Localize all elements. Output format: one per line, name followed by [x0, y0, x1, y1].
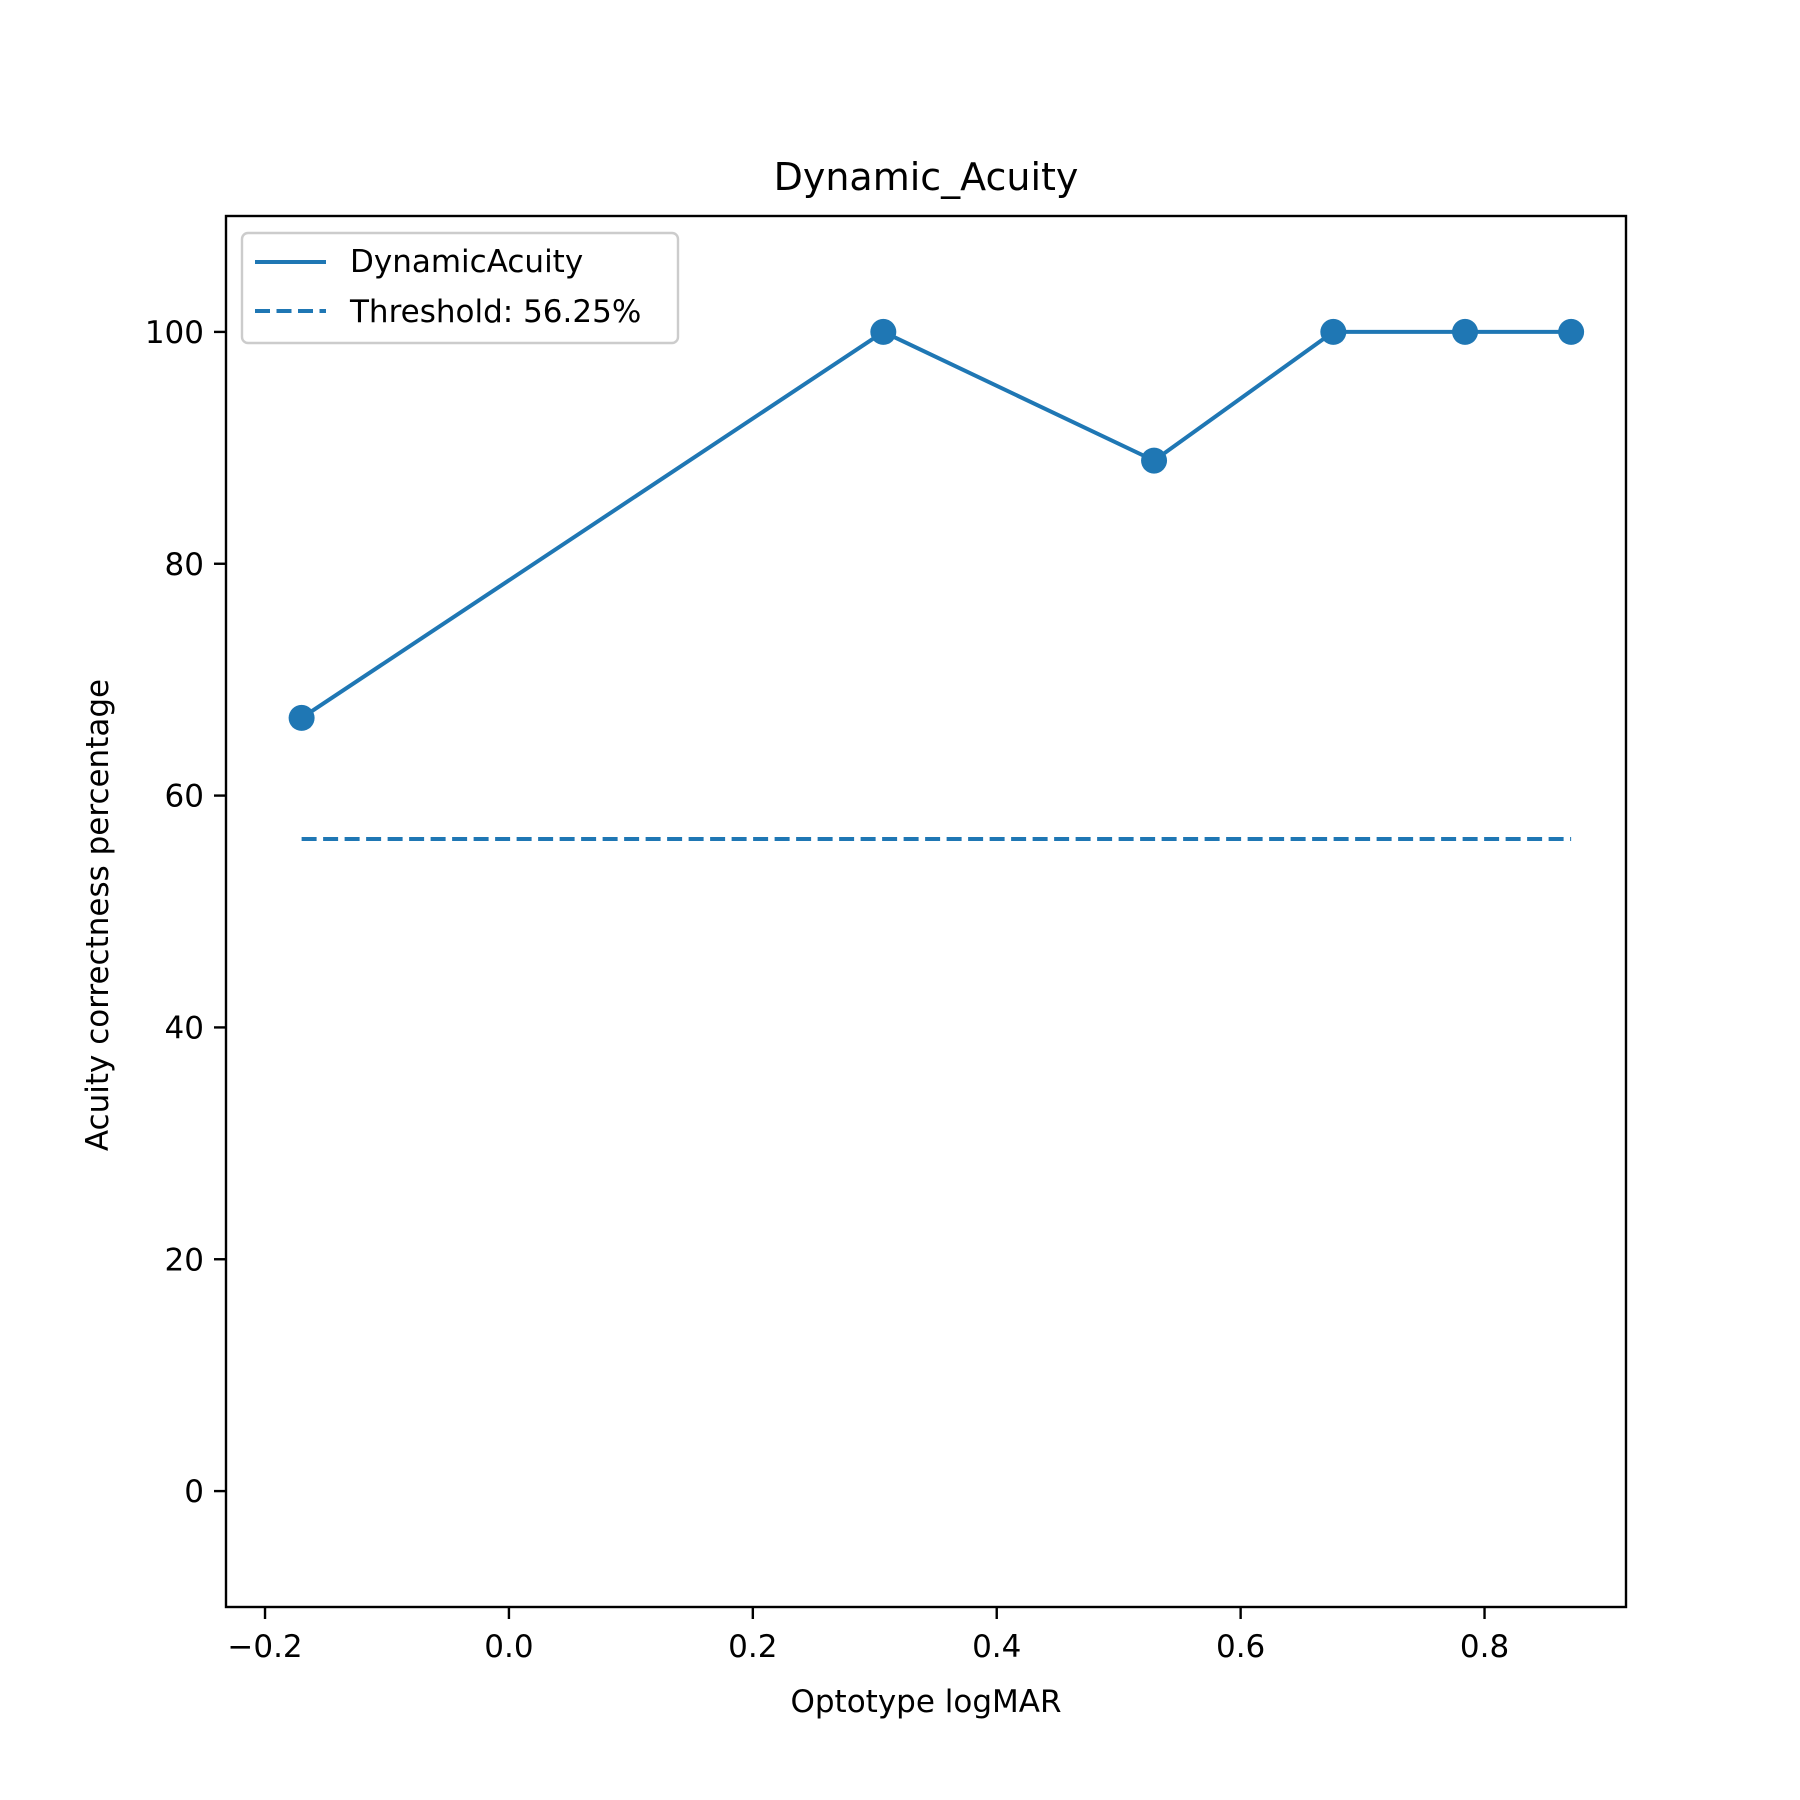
y-tick-label: 0 [184, 1474, 204, 1510]
plot-series [288, 318, 1585, 842]
data-point [1452, 318, 1479, 345]
plot-area-frame [224, 214, 1628, 1609]
y-tick-label: 20 [165, 1242, 204, 1278]
data-point [870, 318, 897, 345]
x-axis-label: Optotype logMAR [790, 1684, 1061, 1720]
x-tick-label: 0.2 [728, 1629, 777, 1665]
axis-ticks: −0.2 0.0 0.2 0.4 0.6 0.8 0 20 40 60 80 100 [145, 315, 1509, 1665]
x-tick-label: −0.2 [227, 1629, 302, 1665]
y-tick-label: 80 [165, 547, 204, 583]
legend-box [240, 231, 680, 345]
x-tick-label: 0.4 [972, 1629, 1021, 1665]
legend: DynamicAcuity Threshold: 56.25% [240, 231, 680, 345]
data-point [1558, 318, 1585, 345]
data-point [288, 704, 315, 731]
y-axis-label: Acuity correctness percentage [80, 679, 116, 1151]
legend-label-threshold: Threshold: 56.25% [349, 294, 641, 330]
legend-label-dynamicacuity: DynamicAcuity [350, 244, 583, 280]
x-tick-label: 0.0 [484, 1629, 533, 1665]
data-point [1320, 318, 1347, 345]
data-point [1141, 447, 1168, 474]
series-line-dynamicacuity [300, 329, 1572, 720]
x-tick-label: 0.8 [1460, 1629, 1509, 1665]
y-tick-label: 100 [145, 315, 204, 351]
y-tick-label: 60 [165, 779, 204, 815]
chart-title: Dynamic_Acuity [774, 155, 1079, 199]
x-tick-label: 0.6 [1216, 1629, 1265, 1665]
y-tick-label: 40 [165, 1010, 204, 1046]
